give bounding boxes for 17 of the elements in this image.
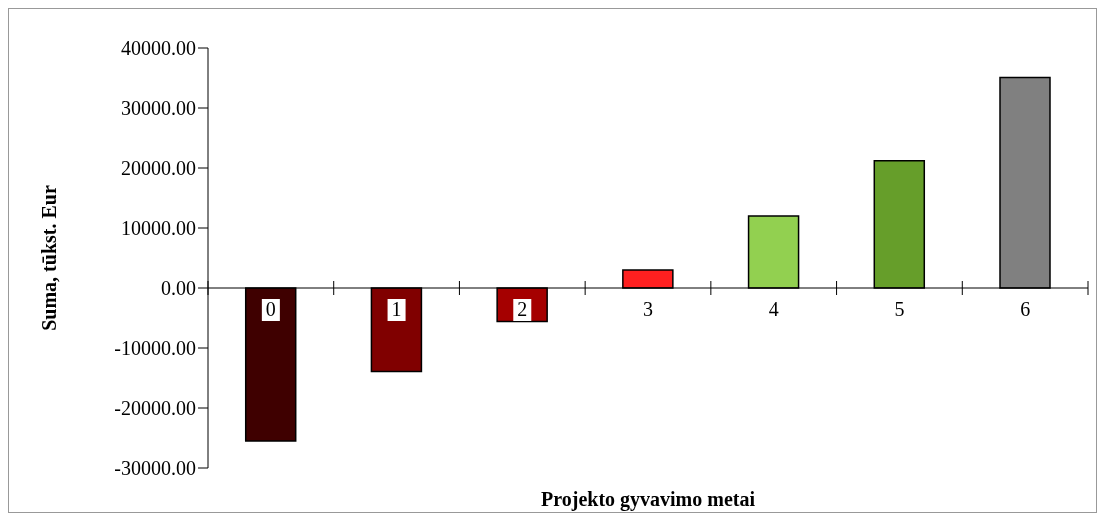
y-tick-label: -10000.00	[114, 337, 196, 360]
y-tick-label: 10000.00	[121, 217, 196, 240]
y-tick-label: 0.00	[161, 277, 196, 300]
x-tick-label: 5	[894, 298, 905, 320]
y-tick-label: 20000.00	[121, 157, 196, 180]
y-tick-label: -30000.00	[114, 457, 196, 480]
x-tick-label: 0	[265, 298, 276, 320]
x-tick-label: 2	[517, 298, 528, 320]
x-tick-label: 1	[391, 298, 402, 320]
x-axis-title: Projekto gyvavimo metai	[540, 488, 756, 511]
x-tick-label: 6	[1020, 298, 1031, 320]
x-tick-label: 4	[768, 298, 779, 320]
y-axis-title: Suma, tūkst. Eur	[38, 185, 61, 331]
y-tick-label: -20000.00	[114, 397, 196, 420]
x-tick-label: 3	[643, 298, 653, 320]
y-tick-label: 40000.00	[121, 37, 196, 60]
y-tick-label: 30000.00	[121, 97, 196, 120]
